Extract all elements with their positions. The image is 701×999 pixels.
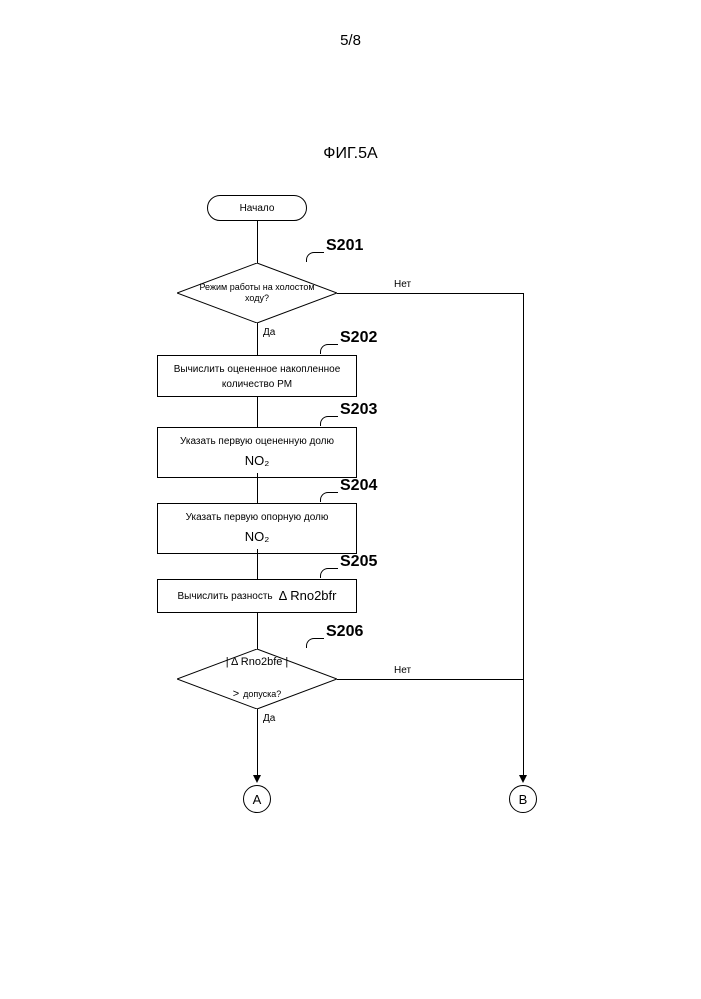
branch-yes-s201: Да xyxy=(263,327,275,338)
flow-line xyxy=(257,221,258,263)
arrowhead-icon xyxy=(519,775,527,783)
step-tick xyxy=(306,252,324,262)
decision-s206-formula: | Δ Rno2bfe | xyxy=(226,656,289,670)
step-label-s205: S205 xyxy=(340,553,377,571)
step-label-s201: S201 xyxy=(326,237,363,255)
connector-b-label: B xyxy=(519,792,528,807)
connector-a-label: A xyxy=(253,792,262,807)
process-s205-formula: Δ Rno2bfr xyxy=(279,586,337,606)
decision-s206-suffix: допуска? xyxy=(243,689,281,700)
connector-b: B xyxy=(509,785,537,813)
arrowhead-icon xyxy=(253,775,261,783)
step-tick xyxy=(320,492,338,502)
process-s204: Указать первую опорную долю NO₂ xyxy=(157,503,357,554)
step-label-s204: S204 xyxy=(340,477,377,495)
connector-a: A xyxy=(243,785,271,813)
process-s203: Указать первую оцененную долю NO₂ xyxy=(157,427,357,478)
figure-title: ФИГ.5A xyxy=(0,145,701,163)
branch-no-s206: Нет xyxy=(394,665,411,676)
decision-s206-cmp: > xyxy=(233,688,239,702)
flow-line xyxy=(257,613,258,649)
decision-s201-text: Режим работы на холостом ходу? xyxy=(195,282,319,305)
process-s202-text: Вычислить оцененное накопленное количест… xyxy=(174,364,341,390)
step-label-s206: S206 xyxy=(326,623,363,641)
step-tick xyxy=(320,568,338,578)
step-tick xyxy=(306,638,324,648)
flow-line xyxy=(257,709,258,779)
decision-s206: | Δ Rno2bfe | > допуска? xyxy=(177,649,337,709)
branch-no-s201: Нет xyxy=(394,279,411,290)
step-tick xyxy=(320,344,338,354)
flow-line xyxy=(523,293,524,779)
flowchart: Начало S201 Режим работы на холостом ход… xyxy=(0,195,701,915)
flow-line xyxy=(257,397,258,427)
branch-yes-s206: Да xyxy=(263,713,275,724)
process-s202: Вычислить оцененное накопленное количест… xyxy=(157,355,357,397)
process-s205: Вычислить разность Δ Rno2bfr xyxy=(157,579,357,613)
step-label-s203: S203 xyxy=(340,401,377,419)
process-s203-bottom: NO₂ xyxy=(164,451,350,471)
flow-line xyxy=(257,323,258,355)
page-number: 5/8 xyxy=(0,32,701,49)
process-s204-bottom: NO₂ xyxy=(164,527,350,547)
flow-line xyxy=(337,679,524,680)
process-s203-top: Указать первую оцененную долю xyxy=(180,436,334,447)
flow-line xyxy=(257,549,258,579)
process-s205-prefix: Вычислить разность xyxy=(178,589,273,604)
decision-s201: Режим работы на холостом ходу? xyxy=(177,263,337,323)
process-s204-top: Указать первую опорную долю xyxy=(186,512,329,523)
flow-line xyxy=(257,473,258,503)
terminator-start-label: Начало xyxy=(240,203,275,214)
flow-line xyxy=(337,293,524,294)
step-tick xyxy=(320,416,338,426)
step-label-s202: S202 xyxy=(340,329,377,347)
terminator-start: Начало xyxy=(207,195,307,221)
